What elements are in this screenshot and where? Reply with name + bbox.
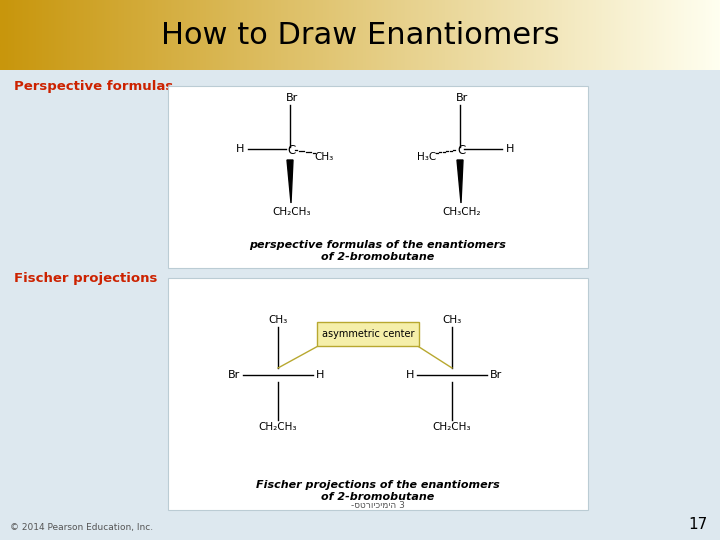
Text: H: H bbox=[235, 144, 244, 154]
Text: Br: Br bbox=[490, 370, 503, 380]
Text: Br: Br bbox=[456, 93, 468, 103]
Text: Fischer projections: Fischer projections bbox=[14, 272, 158, 285]
Text: -סטרויכימיה 3: -סטרויכימיה 3 bbox=[351, 501, 405, 510]
Text: Br: Br bbox=[228, 370, 240, 380]
Text: CH₂CH₃: CH₂CH₃ bbox=[258, 422, 297, 432]
Bar bbox=[168, 278, 588, 510]
Text: CH₃: CH₃ bbox=[314, 152, 333, 162]
FancyBboxPatch shape bbox=[317, 322, 419, 346]
Text: CH₂CH₃: CH₂CH₃ bbox=[433, 422, 472, 432]
Text: CH₃: CH₃ bbox=[442, 315, 462, 325]
Text: How to Draw Enantiomers: How to Draw Enantiomers bbox=[161, 21, 559, 50]
Text: H₃C: H₃C bbox=[417, 152, 436, 162]
Text: perspective formulas of the enantiomers
of 2-bromobutane: perspective formulas of the enantiomers … bbox=[250, 240, 506, 262]
Text: C: C bbox=[458, 145, 466, 158]
Text: H: H bbox=[405, 370, 414, 380]
Text: asymmetric center: asymmetric center bbox=[322, 329, 414, 339]
Text: H: H bbox=[506, 144, 514, 154]
Text: Perspective formulas: Perspective formulas bbox=[14, 80, 174, 93]
Text: H: H bbox=[316, 370, 325, 380]
Text: C: C bbox=[288, 145, 296, 158]
Bar bbox=[168, 86, 588, 268]
Text: Fischer projections of the enantiomers
of 2-bromobutane: Fischer projections of the enantiomers o… bbox=[256, 481, 500, 502]
Bar bbox=[0, 70, 720, 540]
Polygon shape bbox=[457, 160, 463, 203]
Text: © 2014 Pearson Education, Inc.: © 2014 Pearson Education, Inc. bbox=[10, 523, 153, 532]
Text: Br: Br bbox=[286, 93, 298, 103]
Text: CH₃: CH₃ bbox=[269, 315, 287, 325]
Text: CH₃CH₂: CH₃CH₂ bbox=[443, 207, 481, 217]
Polygon shape bbox=[287, 160, 293, 203]
Text: 17: 17 bbox=[689, 517, 708, 532]
Text: CH₂CH₃: CH₂CH₃ bbox=[273, 207, 311, 217]
